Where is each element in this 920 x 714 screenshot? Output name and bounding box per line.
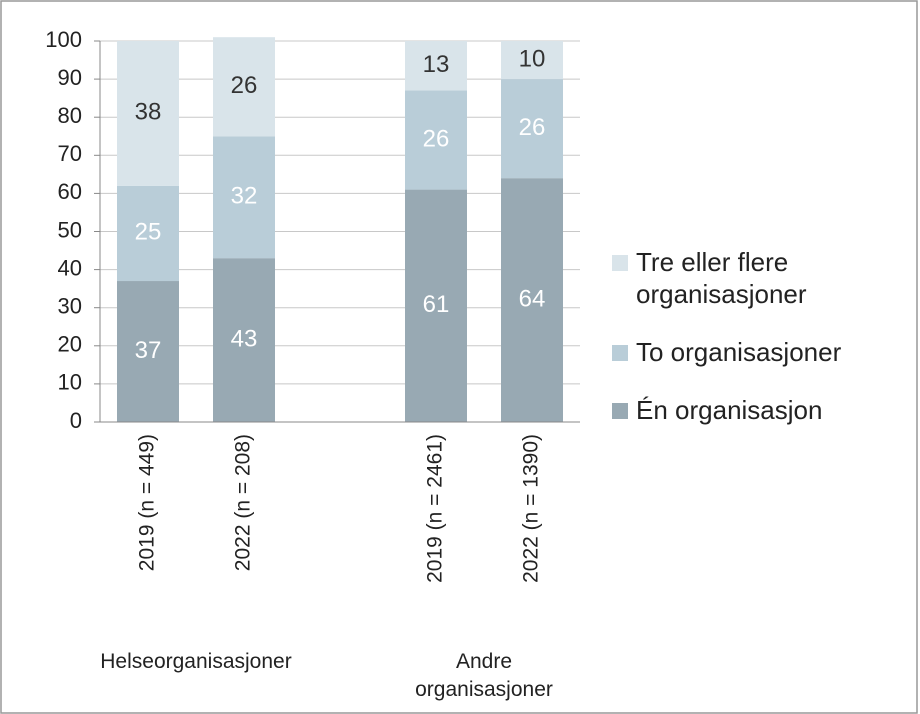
y-tick-label: 100	[45, 27, 82, 52]
data-label: 38	[135, 99, 162, 126]
group-label: Helseorganisasjoner	[100, 650, 292, 673]
bar-segment	[213, 136, 275, 259]
bar-segment	[117, 281, 179, 422]
bar-segment	[501, 79, 563, 179]
legend-swatch	[612, 403, 628, 419]
x-tick-label: 2022 (n = 208)	[232, 434, 255, 571]
y-tick-label: 30	[58, 294, 82, 319]
y-tick-label: 60	[58, 179, 82, 204]
legend-label: Én organisasjon	[636, 395, 823, 425]
y-tick-label: 70	[58, 141, 82, 166]
bar-segment	[213, 37, 275, 137]
legend-label: Tre eller flere organisasjoner	[636, 247, 807, 309]
bar-segment	[405, 189, 467, 422]
data-label: 26	[231, 72, 258, 99]
bar-segment	[501, 41, 563, 80]
data-label: 43	[231, 325, 258, 352]
y-tick-label: 50	[58, 217, 82, 242]
data-label: 13	[423, 51, 450, 78]
bar-segment	[405, 90, 467, 190]
bar-segment	[213, 258, 275, 422]
y-tick-label: 80	[58, 103, 82, 128]
legend-item: Tre eller flere organisasjoner	[612, 246, 912, 310]
legend-swatch	[612, 345, 628, 361]
data-label: 61	[423, 291, 450, 318]
bar-segment	[501, 178, 563, 422]
data-label: 26	[423, 125, 450, 152]
data-label: 64	[519, 285, 546, 312]
data-label: 32	[231, 183, 258, 210]
data-label: 37	[135, 337, 162, 364]
data-label: 26	[519, 114, 546, 141]
y-tick-label: 0	[70, 408, 82, 433]
x-tick-label: 2022 (n = 1390)	[520, 434, 543, 583]
legend-item: Én organisasjon	[612, 394, 912, 426]
y-tick-label: 20	[58, 332, 82, 357]
y-tick-label: 10	[58, 370, 82, 395]
bar-segment	[117, 185, 179, 282]
x-tick-label: 2019 (n = 449)	[136, 434, 159, 571]
legend-label: To organisasjoner	[636, 337, 842, 367]
legend: Tre eller flere organisasjoner To organis…	[612, 246, 912, 452]
data-label: 25	[135, 219, 162, 246]
y-tick-label: 90	[58, 65, 82, 90]
bar-segment	[405, 41, 467, 91]
group-label: Andre organisasjoner	[415, 650, 553, 701]
y-tick-label: 40	[58, 255, 82, 280]
legend-item: To organisasjoner	[612, 336, 912, 368]
legend-swatch	[612, 255, 628, 271]
x-tick-label: 2019 (n = 2461)	[424, 434, 447, 583]
data-label: 10	[519, 45, 546, 72]
bar-segment	[117, 41, 179, 186]
